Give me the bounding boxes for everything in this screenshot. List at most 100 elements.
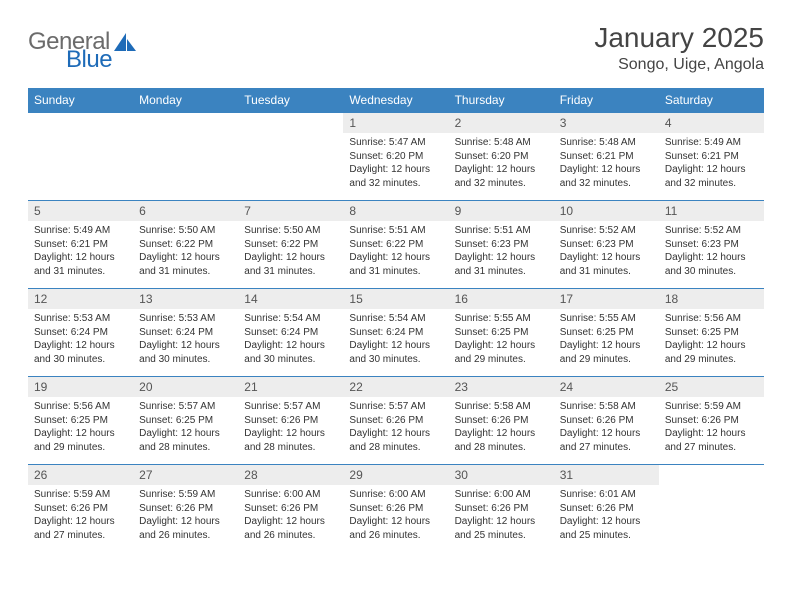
calendar-cell: 21Sunrise: 5:57 AMSunset: 6:26 PMDayligh… — [238, 377, 343, 465]
sunrise-line: Sunrise: 5:58 AM — [560, 400, 653, 414]
calendar-cell: 17Sunrise: 5:55 AMSunset: 6:25 PMDayligh… — [554, 289, 659, 377]
sunset-line: Sunset: 6:26 PM — [560, 414, 653, 428]
day-data: Sunrise: 5:50 AMSunset: 6:22 PMDaylight:… — [238, 221, 343, 284]
sunrise-line: Sunrise: 5:55 AM — [560, 312, 653, 326]
sunset-line: Sunset: 6:25 PM — [455, 326, 548, 340]
logo-word-2: Blue — [66, 46, 112, 73]
day-data: Sunrise: 5:56 AMSunset: 6:25 PMDaylight:… — [659, 309, 764, 372]
daylight-line: Daylight: 12 hours and 29 minutes. — [665, 339, 758, 366]
day-number: 31 — [554, 465, 659, 485]
daylight-line: Daylight: 12 hours and 27 minutes. — [665, 427, 758, 454]
sunrise-line: Sunrise: 6:00 AM — [244, 488, 337, 502]
sunset-line: Sunset: 6:22 PM — [244, 238, 337, 252]
day-data: Sunrise: 5:55 AMSunset: 6:25 PMDaylight:… — [449, 309, 554, 372]
daylight-line: Daylight: 12 hours and 27 minutes. — [560, 427, 653, 454]
sunrise-line: Sunrise: 5:57 AM — [139, 400, 232, 414]
day-number: 5 — [28, 201, 133, 221]
sunrise-line: Sunrise: 5:49 AM — [665, 136, 758, 150]
calendar-row: 12Sunrise: 5:53 AMSunset: 6:24 PMDayligh… — [28, 289, 764, 377]
calendar-cell: 11Sunrise: 5:52 AMSunset: 6:23 PMDayligh… — [659, 201, 764, 289]
sunset-line: Sunset: 6:23 PM — [665, 238, 758, 252]
weekday-header: Thursday — [449, 88, 554, 113]
day-number: 2 — [449, 113, 554, 133]
daylight-line: Daylight: 12 hours and 30 minutes. — [34, 339, 127, 366]
calendar-cell: 15Sunrise: 5:54 AMSunset: 6:24 PMDayligh… — [343, 289, 448, 377]
day-number: 25 — [659, 377, 764, 397]
sunrise-line: Sunrise: 5:49 AM — [34, 224, 127, 238]
calendar-cell: 28Sunrise: 6:00 AMSunset: 6:26 PMDayligh… — [238, 465, 343, 553]
sunrise-line: Sunrise: 5:53 AM — [34, 312, 127, 326]
sunrise-line: Sunrise: 5:59 AM — [665, 400, 758, 414]
sunset-line: Sunset: 6:23 PM — [560, 238, 653, 252]
sunrise-line: Sunrise: 5:47 AM — [349, 136, 442, 150]
sunset-line: Sunset: 6:26 PM — [560, 502, 653, 516]
calendar-cell — [133, 113, 238, 201]
calendar-cell: 3Sunrise: 5:48 AMSunset: 6:21 PMDaylight… — [554, 113, 659, 201]
daylight-line: Daylight: 12 hours and 29 minutes. — [455, 339, 548, 366]
daylight-line: Daylight: 12 hours and 27 minutes. — [34, 515, 127, 542]
day-data: Sunrise: 5:49 AMSunset: 6:21 PMDaylight:… — [28, 221, 133, 284]
daylight-line: Daylight: 12 hours and 31 minutes. — [244, 251, 337, 278]
calendar-cell: 10Sunrise: 5:52 AMSunset: 6:23 PMDayligh… — [554, 201, 659, 289]
day-number: 8 — [343, 201, 448, 221]
daylight-line: Daylight: 12 hours and 32 minutes. — [455, 163, 548, 190]
calendar-cell: 13Sunrise: 5:53 AMSunset: 6:24 PMDayligh… — [133, 289, 238, 377]
weekday-header: Wednesday — [343, 88, 448, 113]
sunrise-line: Sunrise: 5:59 AM — [34, 488, 127, 502]
sunset-line: Sunset: 6:20 PM — [455, 150, 548, 164]
day-number: 7 — [238, 201, 343, 221]
calendar-cell: 1Sunrise: 5:47 AMSunset: 6:20 PMDaylight… — [343, 113, 448, 201]
calendar-cell: 25Sunrise: 5:59 AMSunset: 6:26 PMDayligh… — [659, 377, 764, 465]
sunset-line: Sunset: 6:25 PM — [665, 326, 758, 340]
sunset-line: Sunset: 6:26 PM — [139, 502, 232, 516]
daylight-line: Daylight: 12 hours and 31 minutes. — [455, 251, 548, 278]
calendar-row: 19Sunrise: 5:56 AMSunset: 6:25 PMDayligh… — [28, 377, 764, 465]
daylight-line: Daylight: 12 hours and 28 minutes. — [455, 427, 548, 454]
sunrise-line: Sunrise: 5:48 AM — [455, 136, 548, 150]
sunrise-line: Sunrise: 5:48 AM — [560, 136, 653, 150]
calendar-cell: 12Sunrise: 5:53 AMSunset: 6:24 PMDayligh… — [28, 289, 133, 377]
sunrise-line: Sunrise: 6:01 AM — [560, 488, 653, 502]
day-number: 16 — [449, 289, 554, 309]
day-data: Sunrise: 5:56 AMSunset: 6:25 PMDaylight:… — [28, 397, 133, 460]
day-data: Sunrise: 5:51 AMSunset: 6:22 PMDaylight:… — [343, 221, 448, 284]
sunrise-line: Sunrise: 6:00 AM — [455, 488, 548, 502]
day-number: 29 — [343, 465, 448, 485]
daylight-line: Daylight: 12 hours and 26 minutes. — [349, 515, 442, 542]
calendar-cell: 31Sunrise: 6:01 AMSunset: 6:26 PMDayligh… — [554, 465, 659, 553]
day-number: 9 — [449, 201, 554, 221]
daylight-line: Daylight: 12 hours and 30 minutes. — [349, 339, 442, 366]
day-data: Sunrise: 5:58 AMSunset: 6:26 PMDaylight:… — [449, 397, 554, 460]
calendar-cell — [659, 465, 764, 553]
day-number: 13 — [133, 289, 238, 309]
calendar-cell: 20Sunrise: 5:57 AMSunset: 6:25 PMDayligh… — [133, 377, 238, 465]
daylight-line: Daylight: 12 hours and 31 minutes. — [560, 251, 653, 278]
weekday-header: Saturday — [659, 88, 764, 113]
calendar-cell: 26Sunrise: 5:59 AMSunset: 6:26 PMDayligh… — [28, 465, 133, 553]
daylight-line: Daylight: 12 hours and 30 minutes. — [139, 339, 232, 366]
sunrise-line: Sunrise: 5:55 AM — [455, 312, 548, 326]
sunset-line: Sunset: 6:23 PM — [455, 238, 548, 252]
calendar-cell: 8Sunrise: 5:51 AMSunset: 6:22 PMDaylight… — [343, 201, 448, 289]
day-number: 27 — [133, 465, 238, 485]
calendar-cell: 7Sunrise: 5:50 AMSunset: 6:22 PMDaylight… — [238, 201, 343, 289]
sunrise-line: Sunrise: 5:54 AM — [244, 312, 337, 326]
calendar-header-row: SundayMondayTuesdayWednesdayThursdayFrid… — [28, 88, 764, 113]
daylight-line: Daylight: 12 hours and 32 minutes. — [560, 163, 653, 190]
sunset-line: Sunset: 6:25 PM — [34, 414, 127, 428]
day-data: Sunrise: 5:57 AMSunset: 6:25 PMDaylight:… — [133, 397, 238, 460]
sunset-line: Sunset: 6:22 PM — [349, 238, 442, 252]
calendar-cell: 24Sunrise: 5:58 AMSunset: 6:26 PMDayligh… — [554, 377, 659, 465]
daylight-line: Daylight: 12 hours and 28 minutes. — [139, 427, 232, 454]
day-data: Sunrise: 6:01 AMSunset: 6:26 PMDaylight:… — [554, 485, 659, 548]
calendar-cell: 2 Sunrise: 5:48 AMSunset: 6:20 PMDaylight… — [449, 113, 554, 201]
calendar-cell: 19Sunrise: 5:56 AMSunset: 6:25 PMDayligh… — [28, 377, 133, 465]
daylight-line: Daylight: 12 hours and 32 minutes. — [349, 163, 442, 190]
title-block: January 2025 Songo, Uige, Angola — [594, 22, 764, 74]
day-number: 19 — [28, 377, 133, 397]
day-number: 22 — [343, 377, 448, 397]
sunrise-line: Sunrise: 5:54 AM — [349, 312, 442, 326]
day-number: 6 — [133, 201, 238, 221]
day-number: 20 — [133, 377, 238, 397]
daylight-line: Daylight: 12 hours and 30 minutes. — [665, 251, 758, 278]
